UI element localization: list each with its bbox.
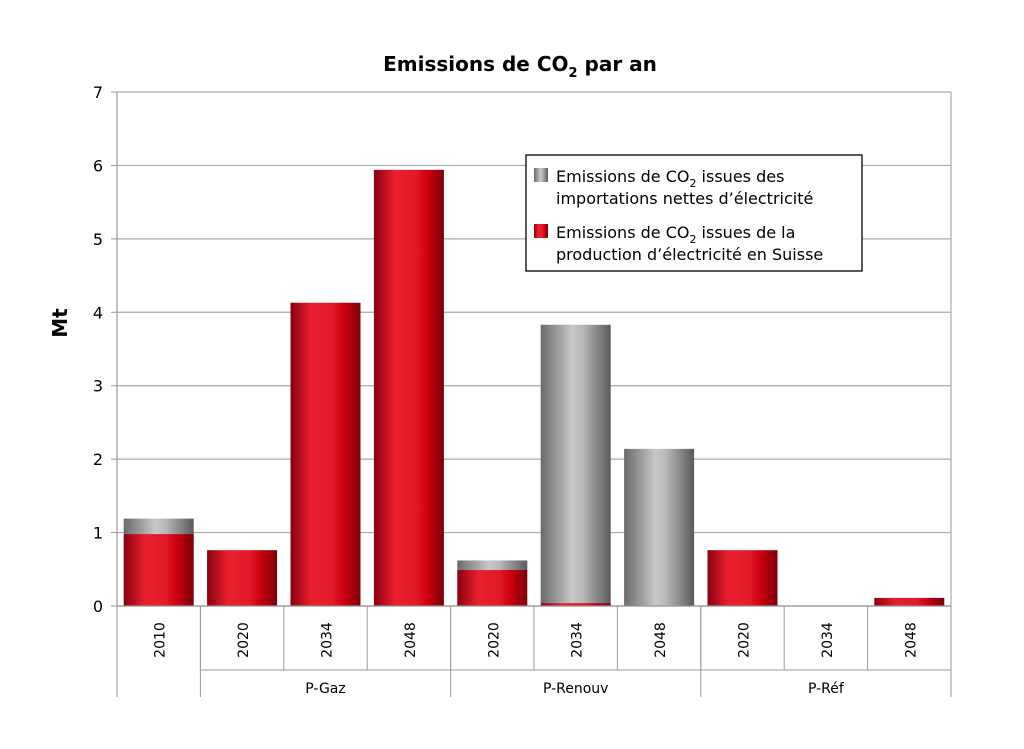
- x-tick-label: 2010: [153, 622, 169, 658]
- y-tick-label: 1: [93, 524, 103, 543]
- x-tick-label: 2034: [570, 622, 586, 658]
- legend-label-imports: Emissions de CO2 issues des importations …: [556, 167, 813, 208]
- y-axis-label: Mt: [48, 308, 72, 338]
- group-label: P-Gaz: [305, 681, 345, 697]
- bar-production: [207, 550, 278, 606]
- x-tick-label: 2048: [403, 622, 419, 658]
- bar-production: [373, 169, 444, 606]
- group-label: P-Réf: [808, 681, 845, 697]
- bar-imports: [540, 324, 611, 604]
- x-tick-label: 2020: [486, 622, 502, 658]
- x-tick-label: 2048: [903, 622, 919, 658]
- bar-production: [457, 570, 528, 606]
- y-tick-label: 7: [93, 83, 103, 102]
- bar-production: [707, 550, 778, 606]
- y-tick-label: 5: [93, 230, 103, 249]
- legend-swatch-imports: [534, 168, 548, 182]
- y-tick-label: 2: [93, 450, 103, 469]
- bar-production: [874, 597, 945, 606]
- legend-label-production: Emissions de CO2 issues de la production …: [556, 223, 823, 264]
- y-tick-label: 0: [93, 597, 103, 616]
- bar-imports: [624, 448, 695, 606]
- bar-production: [540, 603, 611, 606]
- bar-imports: [123, 518, 194, 535]
- x-tick-label: 2034: [820, 622, 836, 658]
- x-tick-label: 2034: [320, 622, 336, 658]
- bar-production: [123, 534, 194, 606]
- group-label: P-Renouv: [543, 681, 609, 697]
- legend-swatch-production: [534, 224, 548, 238]
- x-tick-label: 2020: [236, 622, 252, 658]
- y-tick-label: 6: [93, 156, 103, 175]
- x-tick-label: 2048: [653, 622, 669, 658]
- x-tick-label: 2020: [737, 622, 753, 658]
- chart-title: Emissions de CO2 par an: [383, 52, 657, 81]
- y-tick-label: 3: [93, 377, 103, 396]
- y-tick-label: 4: [93, 303, 103, 322]
- bar-imports: [457, 560, 528, 571]
- bar-production: [290, 302, 361, 606]
- legend: Emissions de CO2 issues des importations …: [525, 154, 863, 272]
